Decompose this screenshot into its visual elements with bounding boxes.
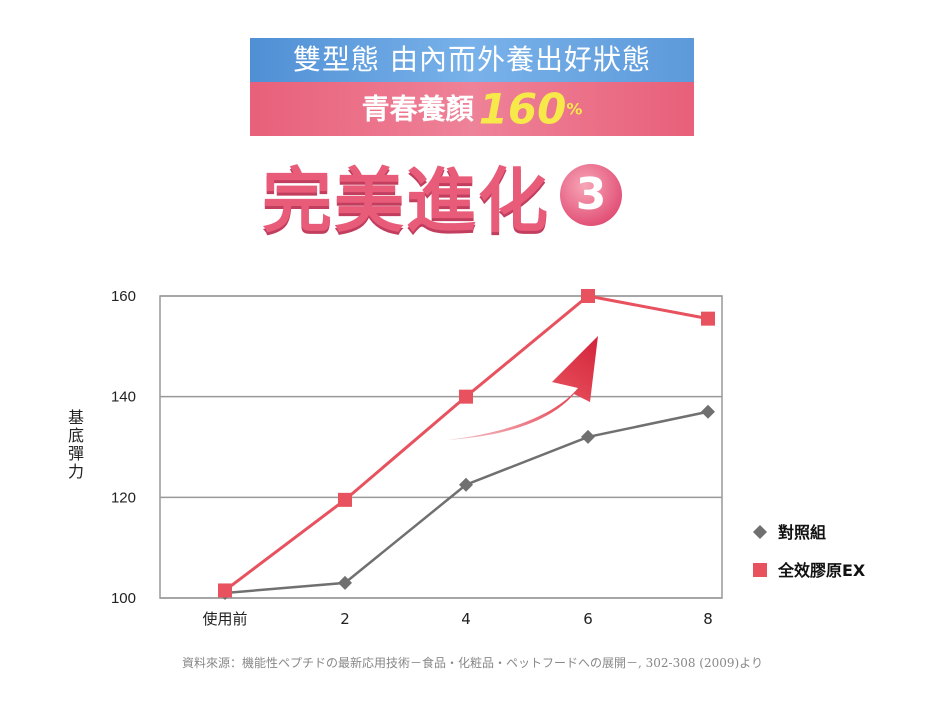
banner-subtitle: 青春養顏 160% xyxy=(250,82,694,136)
banner-title: 雙型態 由內而外養出好狀態 xyxy=(250,38,694,82)
data-point-全效膠原EX xyxy=(338,492,352,507)
y-axis-label-char: 彈 xyxy=(68,444,84,463)
data-point-對照組 xyxy=(338,575,352,590)
x-tick-label: 2 xyxy=(340,610,350,628)
y-tick-label: 100 xyxy=(111,590,136,607)
data-point-全效膠原EX xyxy=(701,311,715,326)
y-tick-label: 160 xyxy=(111,288,136,305)
data-point-全效膠原EX xyxy=(459,389,473,404)
data-point-對照組 xyxy=(459,477,473,492)
data-point-對照組 xyxy=(753,525,767,539)
y-tick-label: 140 xyxy=(111,389,136,406)
plot-frame xyxy=(159,295,723,599)
banner-subtitle-text: 青春養顏 xyxy=(361,92,474,126)
number-badge: 3 xyxy=(560,164,622,226)
series-line-對照組 xyxy=(224,410,709,595)
headline: 完美進化 3 xyxy=(262,150,622,242)
headline-text: 完美進化 xyxy=(262,159,550,242)
y-axis-label-char: 力 xyxy=(68,462,84,481)
legend-label: 對照組 xyxy=(778,523,826,542)
x-tick-label: 8 xyxy=(703,610,713,628)
y-tick-label: 120 xyxy=(111,489,136,506)
legend-label: 全效膠原EX xyxy=(777,561,866,580)
y-axis-label-char: 基 xyxy=(68,408,84,427)
data-point-對照組 xyxy=(701,404,715,419)
x-tick-label: 使用前 xyxy=(202,610,247,628)
data-point-全效膠原EX xyxy=(218,583,232,598)
grid xyxy=(160,295,722,599)
x-tick-label: 6 xyxy=(583,610,593,628)
y-axis-label-char: 底 xyxy=(68,426,84,445)
banner-percentage-unit: % xyxy=(566,99,583,119)
data-point-對照組 xyxy=(581,429,595,444)
series-line-全效膠原EX xyxy=(224,294,709,592)
banner-percentage-number: 160 xyxy=(478,84,567,134)
banner-title-text: 雙型態 由內而外養出好狀態 xyxy=(293,43,651,76)
source-note: 資料來源：機能性ペプチドの最新応用技術－食品・化粧品・ペットフードへの展開－, … xyxy=(182,656,763,670)
data-point-全效膠原EX xyxy=(581,289,595,303)
data-point-全效膠原EX xyxy=(753,563,767,577)
x-tick-label: 4 xyxy=(461,610,471,628)
